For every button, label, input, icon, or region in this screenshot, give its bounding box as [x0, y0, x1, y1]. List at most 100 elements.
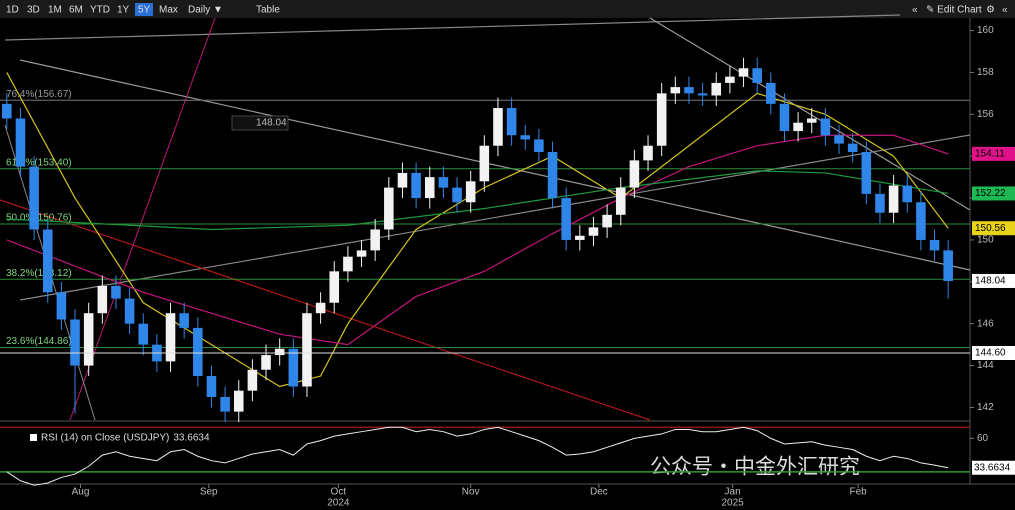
candle-body	[288, 348, 299, 387]
moving-average	[6, 72, 949, 388]
candle-body	[424, 177, 435, 199]
expand-button[interactable]: «	[1002, 5, 1008, 16]
candle-body	[766, 82, 776, 104]
candle-body	[15, 118, 26, 167]
rsi-value: 33.6634	[173, 433, 210, 444]
range-button[interactable]: 1M	[48, 5, 62, 16]
candle-body	[916, 202, 926, 240]
price-marker-label: 150.56	[975, 223, 1006, 234]
candle-body	[179, 313, 189, 328]
candle-body	[411, 172, 421, 199]
y-tick-label: 156	[977, 109, 994, 120]
candle-body	[343, 256, 353, 272]
range-button[interactable]: 3D	[27, 5, 40, 16]
interval-button[interactable]: Daily ▼	[188, 5, 223, 16]
fib-label: 38.2%(148.12)	[6, 268, 72, 279]
candle-body	[493, 108, 503, 146]
candle-body	[356, 250, 367, 257]
trend-line	[4, 14, 901, 41]
candle-body	[83, 313, 94, 366]
candle-body	[233, 390, 244, 412]
y-tick-label: 146	[977, 318, 994, 329]
y-tick-label: 144	[977, 360, 994, 371]
candle-body	[656, 93, 667, 146]
candle-body	[329, 271, 340, 303]
price-marker-label: 144.60	[975, 348, 1006, 359]
candle-body	[711, 82, 722, 96]
candle-body	[397, 172, 408, 188]
trend-line	[19, 59, 971, 271]
candle-body	[779, 103, 790, 132]
price-marker	[972, 146, 1015, 161]
range-button[interactable]: YTD	[90, 5, 110, 16]
range-button[interactable]: 6M	[69, 5, 83, 16]
candle-body	[506, 108, 517, 136]
candle-body	[193, 327, 203, 377]
candle-body	[206, 376, 217, 397]
candle-body	[315, 302, 326, 314]
candle-body	[370, 229, 380, 251]
x-tick-label: Nov	[462, 487, 480, 498]
rsi-line	[6, 426, 949, 486]
candle-body	[2, 103, 12, 119]
y-tick-label: 142	[977, 402, 994, 413]
candle-body	[902, 185, 913, 203]
cursor-box	[231, 115, 289, 131]
candle-body	[274, 348, 285, 356]
fib-label: 23.6%(144.86)	[6, 336, 72, 347]
candle-body	[261, 355, 271, 370]
edit-chart[interactable]: ✎ Edit Chart	[926, 5, 982, 16]
fib-label: 61.8%(153.40)	[6, 157, 72, 168]
candle-body	[861, 152, 872, 194]
trend-line	[649, 17, 971, 211]
candle-body	[111, 286, 121, 299]
x-tick-label: Dec	[590, 487, 608, 498]
candle-body	[875, 193, 885, 213]
candle-body	[602, 214, 612, 228]
table-button[interactable]: Table	[256, 5, 280, 16]
candle-body	[561, 198, 571, 240]
candle-body	[452, 187, 462, 203]
candle-body	[697, 93, 708, 96]
candle-body	[752, 68, 762, 83]
year-label: 2024	[327, 498, 350, 509]
range-button[interactable]: 1Y	[117, 5, 130, 16]
settings-button[interactable]: ⚙	[986, 5, 995, 16]
cursor-label: 148.04	[256, 118, 287, 129]
candle-body	[643, 145, 653, 161]
range-button[interactable]: Max	[159, 5, 178, 16]
candle-body	[847, 143, 858, 152]
candle-body	[806, 118, 817, 123]
watermark: 公众号・中金外汇研究	[650, 456, 860, 479]
collapse-button[interactable]: «	[912, 5, 918, 16]
range-button[interactable]: 5Y	[138, 5, 151, 16]
x-tick-label: Sep	[200, 487, 218, 498]
x-tick-label: Oct	[331, 487, 347, 498]
range-button[interactable]: 1D	[6, 5, 19, 16]
rsi-legend-swatch	[30, 434, 37, 441]
candle-body	[70, 319, 80, 366]
candle-body	[56, 292, 67, 320]
price-marker	[972, 346, 1015, 360]
candle-body	[138, 323, 149, 345]
price-marker	[972, 186, 1015, 201]
candle-body	[629, 160, 640, 188]
candle-body	[302, 313, 312, 387]
trend-line	[19, 134, 971, 301]
candle-body	[29, 166, 39, 230]
candle-body	[670, 87, 681, 94]
x-tick-label: Aug	[72, 487, 90, 498]
y-tick-label: 150	[977, 235, 994, 246]
y-tick-label: 158	[977, 67, 994, 78]
candle-body	[888, 185, 899, 213]
candle-body	[384, 187, 394, 230]
candle-body	[547, 152, 558, 199]
price-marker-label: 152.22	[975, 188, 1006, 199]
candle-body	[124, 298, 135, 324]
candle-body	[438, 177, 449, 188]
candle-body	[247, 369, 258, 391]
rsi-marker-label: 33.6634	[974, 462, 1011, 473]
